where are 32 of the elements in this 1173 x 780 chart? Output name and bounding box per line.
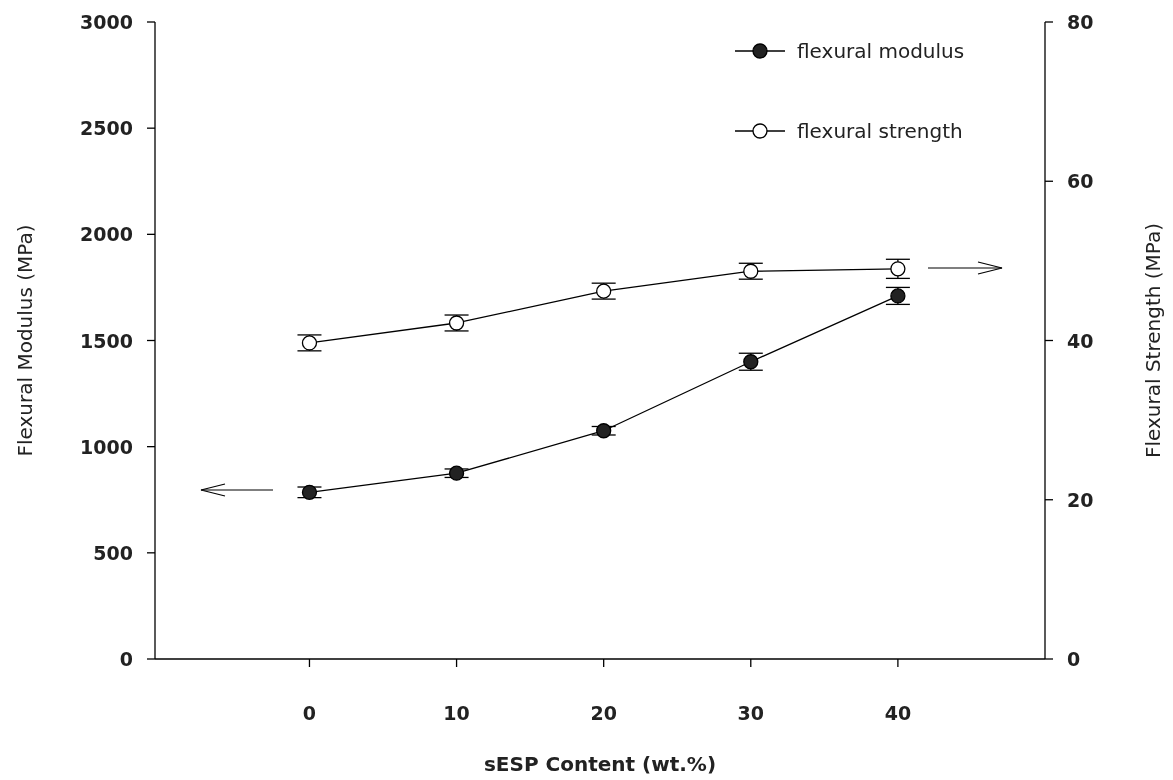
- y2-tick-label: 80: [1067, 11, 1094, 33]
- point: [743, 354, 759, 370]
- y-tick-label: 2500: [80, 117, 133, 140]
- y-tick-label: 1000: [80, 435, 133, 458]
- point: [890, 288, 906, 304]
- x-tick-label: 20: [590, 702, 617, 724]
- legend-label: flexural strength: [797, 119, 963, 143]
- point: [596, 423, 612, 439]
- x-tick-label: 10: [443, 702, 470, 724]
- x-axis-title: sESP Content (wt.%): [483, 752, 717, 776]
- y2-axis-title: Flexural Strength (MPa): [1141, 222, 1165, 459]
- y-tick-label: 1500: [80, 329, 133, 352]
- y2-tick-label: 20: [1067, 488, 1094, 511]
- point: [301, 484, 318, 500]
- y-tick-label: 0: [119, 648, 133, 670]
- y-tick-label: 2000: [80, 223, 133, 246]
- x-tick-label: 40: [884, 702, 912, 724]
- point: [301, 335, 318, 351]
- point: [596, 283, 612, 299]
- y-tick-label: 3000: [80, 11, 133, 33]
- y2-tick-label: 40: [1067, 329, 1094, 352]
- point: [448, 465, 465, 481]
- legend-label: flexural modulus: [797, 39, 965, 63]
- x-tick-label: 30: [737, 702, 765, 724]
- y-tick-label: 500: [93, 541, 133, 564]
- x-tick-label: 0: [302, 702, 317, 724]
- point: [743, 263, 759, 279]
- point: [890, 261, 906, 277]
- y-axis-title: Flexural Modulus (MPa): [13, 224, 37, 457]
- y2-tick-label: 0: [1067, 648, 1081, 670]
- y2-tick-label: 60: [1067, 170, 1094, 193]
- point: [448, 315, 465, 331]
